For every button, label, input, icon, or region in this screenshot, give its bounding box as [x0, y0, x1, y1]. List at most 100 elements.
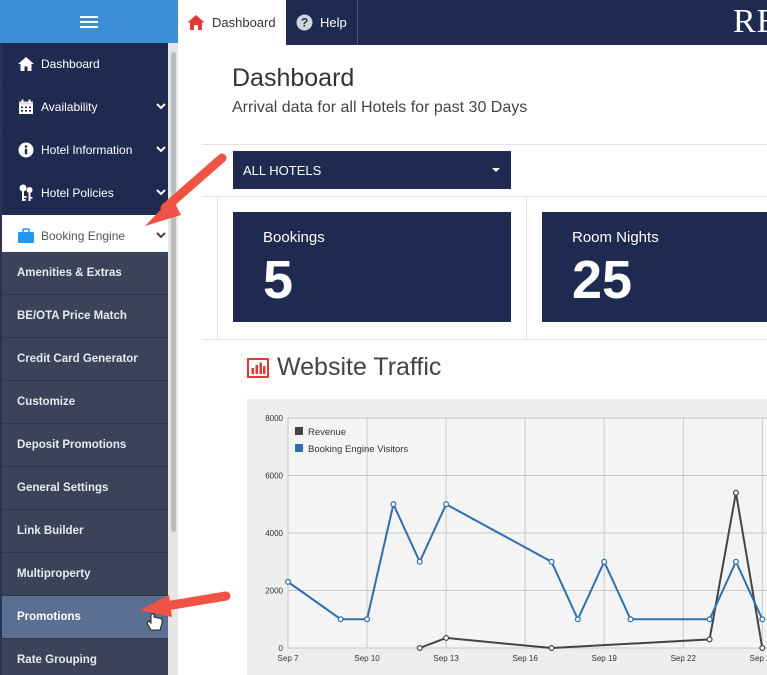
- help-icon: ?: [296, 14, 313, 31]
- hamburger-icon: [80, 15, 98, 28]
- divider: [202, 196, 767, 197]
- calendar-icon: [17, 98, 35, 116]
- x-tick-label: Sep 10: [354, 654, 380, 663]
- x-tick-label: Sep 7: [278, 654, 299, 663]
- sidebar-subitem-credit-card-generator[interactable]: Credit Card Generator: [2, 338, 168, 381]
- chevron-down-icon: [156, 232, 166, 239]
- top-nav-bar: Dashboard ? Help RE: [178, 0, 767, 45]
- sidebar-subitem-customize[interactable]: Customize: [2, 381, 168, 424]
- sidebar-subitem-be-ota-price-match[interactable]: BE/OTA Price Match: [2, 295, 168, 338]
- website-traffic-chart: 0 2000 4000 6000 8000 Sep 7 Sep 10 Sep 13 Sep 16…: [247, 399, 767, 675]
- chevron-down-icon: [156, 103, 166, 110]
- x-tick-label: Sep 19: [592, 654, 618, 663]
- divider: [526, 197, 527, 339]
- divider: [217, 197, 218, 339]
- y-tick-label: 4000: [265, 529, 283, 538]
- tab-label: Dashboard: [212, 15, 276, 30]
- data-point: [759, 645, 766, 652]
- sidebar-subitem-amenities-extras[interactable]: Amenities & Extras: [2, 252, 168, 295]
- sidebar-item-dashboard[interactable]: Dashboard: [2, 43, 168, 86]
- sidebar-subitem-promotions[interactable]: Promotions: [2, 596, 168, 639]
- legend-swatch: [295, 427, 303, 435]
- page-subtitle: Arrival data for all Hotels for past 30 …: [232, 99, 528, 116]
- sidebar-item-label: Rate Grouping: [17, 654, 97, 666]
- sidebar-item-availability[interactable]: Availability: [2, 86, 168, 129]
- divider: [202, 339, 767, 340]
- x-tick-label: Sep 13: [433, 654, 459, 663]
- sidebar-scrollbar-thumb[interactable]: [171, 52, 176, 532]
- y-tick-label: 8000: [265, 414, 283, 423]
- sidebar-item-label: Deposit Promotions: [17, 439, 127, 451]
- data-point: [627, 616, 634, 623]
- legend-label: Booking Engine Visitors: [308, 444, 408, 455]
- stat-card-room-nights: Room Nights 25: [542, 212, 767, 322]
- x-tick-label: Sep 25: [750, 654, 767, 663]
- stat-label: Bookings: [263, 229, 325, 246]
- data-point: [732, 489, 739, 496]
- sidebar-subitem-general-settings[interactable]: General Settings: [2, 467, 168, 510]
- sidebar-item-label: Hotel Information: [41, 143, 133, 157]
- sidebar-subitem-link-builder[interactable]: Link Builder: [2, 510, 168, 553]
- sidebar-item-label: Link Builder: [17, 525, 84, 537]
- data-point: [574, 616, 581, 623]
- bar-chart-icon: [247, 357, 269, 378]
- sidebar-item-label: Customize: [17, 396, 76, 408]
- stat-card-bookings: Bookings 5: [233, 212, 511, 322]
- legend-swatch: [295, 444, 303, 452]
- home-icon: [187, 14, 205, 31]
- caret-down-icon: [492, 168, 500, 172]
- sidebar-item-label: Amenities & Extras: [17, 267, 122, 279]
- sidebar-item-booking-engine[interactable]: Booking Engine: [2, 215, 168, 258]
- sidebar: Dashboard Availability Hotel Information…: [0, 0, 178, 675]
- data-point: [443, 634, 450, 641]
- tab-dashboard[interactable]: Dashboard: [178, 0, 286, 45]
- home-icon: [17, 55, 35, 73]
- sidebar-item-label: Promotions: [17, 611, 81, 623]
- sidebar-item-hotel-policies[interactable]: Hotel Policies: [2, 172, 168, 215]
- data-point: [337, 616, 344, 623]
- chevron-down-icon: [156, 146, 166, 153]
- sidebar-item-label: Booking Engine: [41, 229, 126, 243]
- sidebar-item-label: Availability: [41, 100, 98, 114]
- sidebar-subitem-multiproperty[interactable]: Multiproperty: [2, 553, 168, 596]
- stat-value: 5: [263, 250, 294, 310]
- data-point: [416, 645, 423, 652]
- sidebar-item-label: Multiproperty: [17, 568, 91, 580]
- sidebar-item-hotel-information[interactable]: Hotel Information: [2, 129, 168, 172]
- data-point: [443, 501, 450, 508]
- section-title: Website Traffic: [277, 353, 442, 381]
- sidebar-item-label: Dashboard: [41, 57, 100, 71]
- brand-logo: RE: [733, 3, 767, 40]
- info-icon: [17, 141, 35, 159]
- data-point: [732, 558, 739, 565]
- tab-help[interactable]: ? Help: [286, 0, 358, 45]
- data-point: [548, 645, 555, 652]
- page-title: Dashboard: [232, 64, 355, 92]
- hotel-select-dropdown[interactable]: ALL HOTELS: [233, 151, 511, 189]
- data-point: [364, 616, 371, 623]
- chart-svg: 0 2000 4000 6000 8000 Sep 7 Sep 10 Sep 13 Sep 16…: [265, 414, 767, 663]
- stat-label: Room Nights: [572, 229, 659, 246]
- data-point: [601, 558, 608, 565]
- sidebar-subitem-deposit-promotions[interactable]: Deposit Promotions: [2, 424, 168, 467]
- series-line: [419, 492, 764, 650]
- sidebar-item-label: General Settings: [17, 482, 109, 494]
- sidebar-item-label: Credit Card Generator: [17, 353, 138, 365]
- divider: [202, 144, 767, 145]
- menu-toggle-button[interactable]: [0, 0, 178, 43]
- legend-label: Revenue: [308, 427, 346, 438]
- y-tick-label: 0: [279, 644, 284, 653]
- section-header: Website Traffic: [247, 353, 441, 382]
- sidebar-subitem-rate-grouping[interactable]: Rate Grouping: [2, 639, 168, 675]
- hotel-select-value: ALL HOTELS: [243, 162, 322, 178]
- keys-icon: [17, 184, 35, 202]
- sidebar-item-label: Hotel Policies: [41, 186, 114, 200]
- data-point: [416, 558, 423, 565]
- data-point: [706, 616, 713, 623]
- data-point: [759, 616, 766, 623]
- x-tick-label: Sep 22: [671, 654, 697, 663]
- data-point: [284, 578, 291, 585]
- stat-value: 25: [572, 250, 633, 310]
- briefcase-icon: [17, 227, 35, 245]
